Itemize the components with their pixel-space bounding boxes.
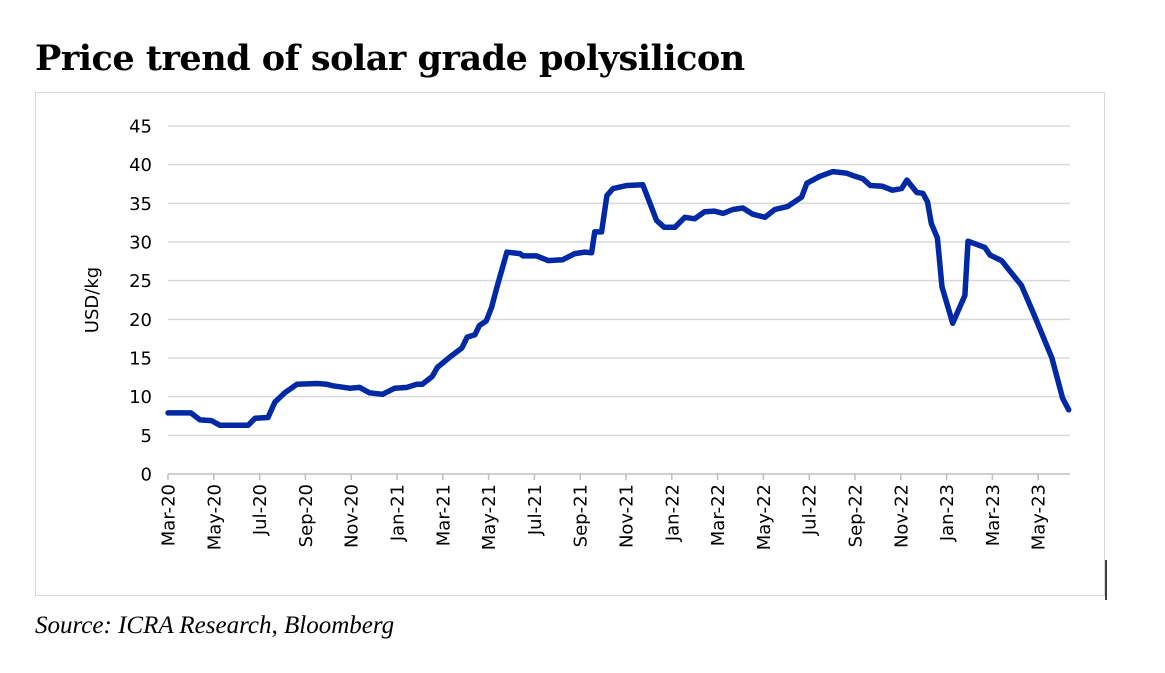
y-tick-label: 0	[141, 465, 152, 486]
x-tick-label: Jan-21	[388, 484, 409, 542]
x-tick-label: Jul-21	[525, 484, 546, 536]
y-tick-label: 45	[129, 117, 152, 138]
chart-frame	[35, 92, 1105, 596]
x-tick-label: Mar-22	[708, 484, 729, 546]
y-tick-label: 25	[129, 271, 152, 292]
x-tick-label: Sep-22	[846, 484, 867, 547]
y-tick-label: 15	[129, 349, 152, 370]
x-tick-label: May-22	[754, 484, 775, 550]
x-tick-label: Sep-21	[571, 484, 592, 547]
x-tick-label: Nov-21	[617, 484, 638, 548]
chart-title: Price trend of solar grade polysilicon	[35, 38, 745, 79]
y-axis-label: USD/kg	[82, 267, 103, 333]
x-tick-label: Jan-23	[937, 484, 958, 542]
y-tick-label: 5	[141, 426, 152, 447]
x-tick-label: May-23	[1029, 484, 1050, 550]
source-note: Source: ICRA Research, Bloomberg	[35, 612, 395, 639]
y-tick-label: 10	[129, 387, 152, 408]
y-tick-label: 35	[129, 194, 152, 215]
x-tick-label: Jul-22	[800, 484, 821, 536]
x-tick-label: Mar-20	[159, 484, 180, 546]
series-line	[165, 168, 1072, 429]
y-tick-label: 30	[129, 233, 152, 254]
x-tick-label: Nov-20	[342, 484, 363, 548]
x-tick-label: Mar-21	[433, 484, 454, 546]
data-points	[167, 171, 1069, 426]
y-tick-label: 40	[129, 155, 152, 176]
x-tick-label: May-21	[479, 484, 500, 550]
x-tick-label: May-20	[204, 484, 225, 550]
x-tick-label: Jan-22	[662, 484, 683, 542]
y-tick-label: 20	[129, 310, 152, 331]
x-tick-label: Nov-22	[891, 484, 912, 548]
x-tick-label: Jul-20	[250, 484, 271, 536]
x-tick-label: Mar-23	[983, 484, 1004, 546]
x-tick-label: Sep-20	[296, 484, 317, 547]
